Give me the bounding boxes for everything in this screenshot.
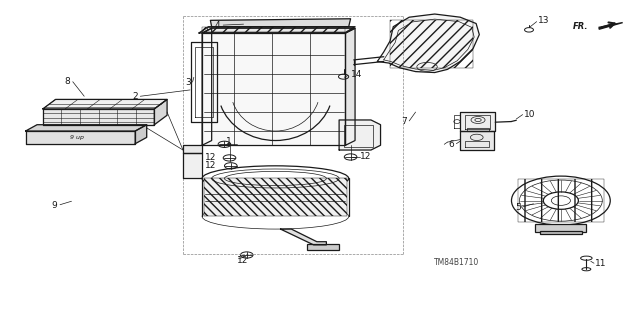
Text: FR.: FR.	[573, 22, 588, 31]
Polygon shape	[339, 120, 381, 150]
Polygon shape	[199, 27, 355, 33]
Polygon shape	[599, 23, 623, 29]
Polygon shape	[202, 28, 355, 33]
Text: 12: 12	[237, 256, 248, 264]
Text: TM84B1710: TM84B1710	[435, 258, 479, 267]
Bar	[307, 244, 339, 250]
Polygon shape	[26, 131, 135, 144]
Bar	[344, 125, 373, 147]
Text: 2: 2	[132, 92, 138, 101]
Polygon shape	[202, 28, 212, 145]
Bar	[202, 27, 346, 33]
Bar	[540, 231, 582, 234]
Text: 12: 12	[360, 152, 371, 161]
Polygon shape	[211, 19, 351, 27]
Polygon shape	[280, 229, 326, 245]
Text: 13: 13	[538, 17, 549, 26]
Polygon shape	[183, 153, 202, 178]
Bar	[518, 179, 604, 222]
Bar	[390, 20, 473, 68]
Polygon shape	[460, 112, 495, 131]
Polygon shape	[43, 100, 167, 109]
Text: 11: 11	[595, 259, 607, 268]
Text: 10: 10	[524, 110, 536, 119]
Text: 9: 9	[52, 201, 58, 210]
Text: 5: 5	[515, 203, 521, 212]
Text: 12: 12	[205, 153, 217, 162]
Bar	[536, 224, 586, 232]
Text: 12: 12	[205, 161, 217, 170]
Polygon shape	[43, 109, 154, 125]
Polygon shape	[135, 125, 147, 144]
Polygon shape	[26, 125, 147, 131]
Polygon shape	[460, 131, 494, 150]
Polygon shape	[202, 33, 346, 145]
Text: 8: 8	[65, 77, 70, 85]
Bar	[204, 178, 347, 216]
Text: 7: 7	[401, 117, 406, 126]
Text: 4: 4	[215, 21, 221, 30]
Text: 14: 14	[351, 70, 362, 79]
Polygon shape	[346, 28, 355, 145]
Text: 3: 3	[186, 78, 191, 86]
Polygon shape	[154, 100, 167, 125]
Text: 9 up: 9 up	[70, 136, 84, 140]
Text: 1: 1	[226, 137, 232, 146]
Text: 6: 6	[448, 140, 454, 149]
Polygon shape	[183, 145, 202, 153]
Polygon shape	[378, 14, 479, 72]
Polygon shape	[467, 128, 489, 131]
